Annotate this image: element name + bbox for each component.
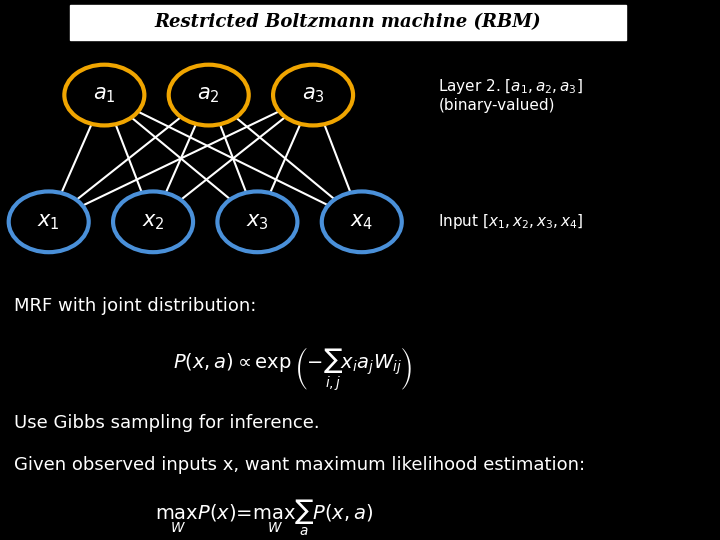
Text: $x_3$: $x_3$ <box>246 212 269 232</box>
Text: $x_2$: $x_2$ <box>142 212 164 232</box>
Ellipse shape <box>322 192 402 252</box>
Text: Use Gibbs sampling for inference.: Use Gibbs sampling for inference. <box>14 414 320 431</box>
Text: $a_3$: $a_3$ <box>302 85 325 105</box>
Text: $a_1$: $a_1$ <box>93 85 116 105</box>
Ellipse shape <box>217 192 297 252</box>
Text: Input $[x_1, x_2, x_3, x_4]$: Input $[x_1, x_2, x_3, x_4]$ <box>438 212 584 231</box>
Text: $x_4$: $x_4$ <box>350 212 374 232</box>
Text: Restricted Boltzmann machine (RBM): Restricted Boltzmann machine (RBM) <box>155 13 541 31</box>
Text: Given observed inputs x, want maximum likelihood estimation:: Given observed inputs x, want maximum li… <box>14 456 585 474</box>
Text: Layer 2. $[a_1, a_2, a_3]$
(binary-valued): Layer 2. $[a_1, a_2, a_3]$ (binary-value… <box>438 77 583 113</box>
FancyBboxPatch shape <box>70 5 626 39</box>
Text: $a_2$: $a_2$ <box>197 85 220 105</box>
Text: $\max_W P(x) = \max_W \sum_a P(x,a)$: $\max_W P(x) = \max_W \sum_a P(x,a)$ <box>156 497 374 538</box>
Ellipse shape <box>168 65 248 125</box>
Text: MRF with joint distribution:: MRF with joint distribution: <box>14 298 256 315</box>
Ellipse shape <box>64 65 145 125</box>
Text: $x_1$: $x_1$ <box>37 212 60 232</box>
Ellipse shape <box>9 192 89 252</box>
Ellipse shape <box>273 65 353 125</box>
Text: $P(x,a) \propto \exp\left(-\sum_{i,j} x_i a_j W_{ij}\right)$: $P(x,a) \propto \exp\left(-\sum_{i,j} x_… <box>173 346 412 394</box>
Ellipse shape <box>113 192 193 252</box>
